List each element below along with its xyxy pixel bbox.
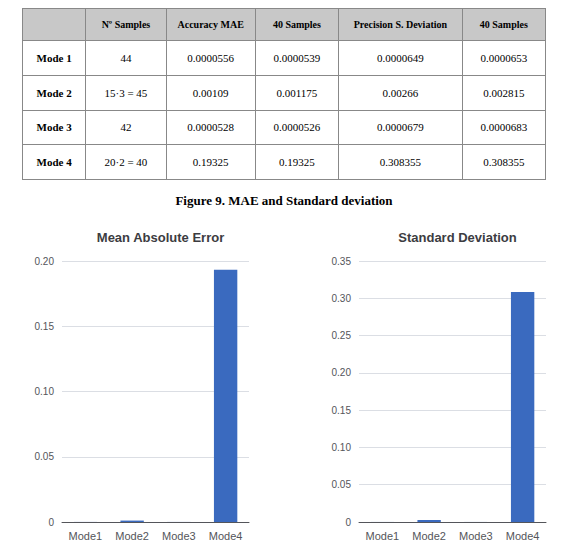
html-text:0.308355: 0.308355 bbox=[379, 156, 421, 169]
svg-text:0.25: 0.25 bbox=[332, 330, 352, 341]
svg-text:0.10: 0.10 bbox=[332, 442, 352, 453]
svg-text:0.10: 0.10 bbox=[35, 386, 55, 397]
html-text:0.19325: 0.19325 bbox=[279, 156, 315, 169]
html-text:Precision S. Deviation: Precision S. Deviation bbox=[353, 19, 448, 30]
html-text:0.0000679: 0.0000679 bbox=[377, 121, 424, 134]
svg-text:Mean Absolute Error: Mean Absolute Error bbox=[97, 230, 224, 245]
html-text:0.0000649: 0.0000649 bbox=[377, 51, 424, 64]
html-text:0.0000526: 0.0000526 bbox=[273, 121, 321, 134]
svg-text:0.05: 0.05 bbox=[332, 479, 352, 490]
svg-text:Mode1: Mode1 bbox=[366, 530, 400, 542]
html-text:40 Samples: 40 Samples bbox=[272, 19, 321, 30]
svg-text:0: 0 bbox=[345, 517, 351, 528]
svg-text:0.15: 0.15 bbox=[35, 321, 55, 332]
html-text:15·3 = 45: 15·3 = 45 bbox=[104, 86, 148, 99]
svg-text:0.35: 0.35 bbox=[332, 256, 352, 267]
svg-text:Mode4: Mode4 bbox=[209, 530, 243, 542]
html-text:Figure 9. MAE and Standard dev: Figure 9. MAE and Standard deviation bbox=[175, 193, 393, 208]
html-text:Accuracy MAE: Accuracy MAE bbox=[177, 19, 244, 30]
html-text:40 Samples: 40 Samples bbox=[479, 19, 528, 30]
html-text:0.0000556: 0.0000556 bbox=[187, 51, 235, 64]
html-text:0.001175: 0.001175 bbox=[276, 86, 318, 99]
svg-text:Standard Deviation: Standard Deviation bbox=[398, 230, 517, 245]
svg-text:0.15: 0.15 bbox=[332, 405, 352, 416]
svg-text:Mode2: Mode2 bbox=[115, 530, 149, 542]
html-text:0.19325: 0.19325 bbox=[192, 156, 229, 169]
svg-text:Mode3: Mode3 bbox=[459, 530, 493, 542]
html-text:0.00266: 0.00266 bbox=[382, 86, 419, 99]
html-text:0.308355: 0.308355 bbox=[483, 156, 525, 169]
html-text:0.0000653: 0.0000653 bbox=[480, 51, 528, 64]
html-text:0.0000528: 0.0000528 bbox=[187, 121, 235, 134]
svg-text:Mode4: Mode4 bbox=[506, 530, 540, 542]
html-text:44: 44 bbox=[120, 51, 132, 64]
svg-text:0.30: 0.30 bbox=[332, 293, 352, 304]
svg-text:Mode1: Mode1 bbox=[69, 530, 103, 542]
svg-text:0.20: 0.20 bbox=[35, 256, 55, 267]
html-text:Mode 4: Mode 4 bbox=[36, 156, 72, 169]
html-text:Nº Samples: Nº Samples bbox=[101, 19, 151, 30]
html-text:0.0000683: 0.0000683 bbox=[480, 121, 528, 134]
html-text:Mode 3: Mode 3 bbox=[36, 121, 72, 134]
svg-text:0.05: 0.05 bbox=[35, 451, 55, 462]
html-text:0.0000539: 0.0000539 bbox=[273, 51, 321, 64]
html-text:0.002815: 0.002815 bbox=[483, 86, 525, 99]
html-text:Mode 1: Mode 1 bbox=[36, 51, 72, 64]
svg-text:0.20: 0.20 bbox=[332, 367, 352, 378]
html-text:42: 42 bbox=[120, 121, 132, 134]
svg-text:Mode2: Mode2 bbox=[412, 530, 446, 542]
html-text:20·2 = 40: 20·2 = 40 bbox=[104, 156, 148, 169]
html-text:Mode 2: Mode 2 bbox=[36, 86, 72, 99]
svg-text:Mode3: Mode3 bbox=[162, 530, 196, 542]
html-text:0.00109: 0.00109 bbox=[192, 86, 229, 99]
svg-text:0: 0 bbox=[48, 517, 54, 528]
